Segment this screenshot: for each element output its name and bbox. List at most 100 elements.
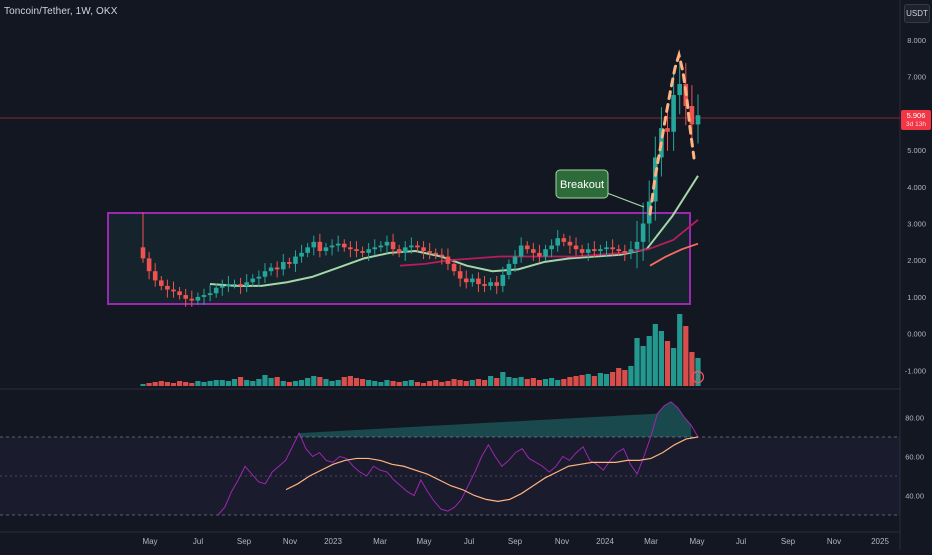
candle-body — [451, 263, 457, 272]
symbol-title[interactable]: Toncoin/Tether, 1W, OKX — [4, 6, 118, 17]
volume-bar — [494, 378, 500, 386]
volume-bar — [555, 380, 561, 386]
price-tick-label: 2.000 — [907, 256, 926, 265]
volume-bar — [439, 382, 445, 386]
events-icon — [691, 370, 705, 384]
candle-body — [506, 263, 512, 275]
volume-bar — [597, 373, 604, 386]
candle-body — [341, 243, 347, 248]
candle-body — [177, 291, 182, 296]
rsi-layer — [217, 401, 699, 516]
volume-layer — [140, 314, 701, 386]
candle-body — [219, 285, 225, 288]
volume-bar — [524, 379, 530, 386]
candle-body — [366, 249, 371, 253]
volume-bar — [176, 381, 183, 386]
candle-body — [470, 278, 475, 283]
candle-body — [195, 296, 201, 301]
volume-bar — [481, 380, 488, 386]
candle-body — [323, 247, 329, 252]
volume-bar — [195, 381, 201, 386]
candle-body — [244, 282, 249, 286]
candle-body — [585, 249, 591, 253]
volume-bar — [256, 379, 262, 386]
callout-pointer — [606, 192, 645, 208]
candle-body — [439, 254, 445, 257]
currency-button[interactable]: USDT — [904, 4, 930, 23]
candle-body — [653, 157, 658, 202]
candles-layer — [140, 63, 701, 307]
volume-bar — [457, 380, 463, 386]
events-icon-glyph: 2 — [696, 375, 700, 382]
candle-body — [531, 249, 536, 253]
time-tick-label: Sep — [781, 537, 796, 546]
time-tick-label: Jul — [736, 537, 746, 546]
volume-bar — [231, 379, 238, 386]
bar-countdown: 3d 13h — [906, 121, 926, 128]
volume-bar — [506, 377, 512, 386]
volume-bar — [536, 380, 543, 386]
candle-body — [287, 262, 292, 264]
candle-body — [402, 247, 408, 253]
last-price-tag: 5.906 3d 13h — [901, 110, 931, 130]
volume-bar — [567, 377, 573, 386]
time-tick-label: Nov — [283, 537, 297, 546]
last-price-value: 5.906 — [906, 111, 926, 120]
volume-bar — [189, 383, 195, 386]
volume-bar — [561, 379, 567, 386]
candle-body — [280, 262, 286, 270]
candle-body — [665, 128, 670, 132]
candle-body — [409, 245, 414, 248]
candle-body — [500, 274, 506, 286]
candle-body — [463, 278, 469, 283]
volume-bar — [366, 380, 372, 386]
candle-body — [549, 245, 554, 250]
volume-bar — [652, 324, 658, 386]
time-tick-label: May — [142, 537, 157, 546]
volume-bar — [378, 382, 384, 386]
candle-body — [293, 256, 298, 264]
candle-body — [268, 267, 274, 272]
rsi-axis: 80.00 60.00 40.00 — [905, 414, 924, 501]
candle-body — [232, 284, 237, 286]
volume-bar — [518, 377, 524, 386]
callout-text: Breakout — [560, 179, 604, 191]
price-tick-label: 5.000 — [907, 146, 926, 155]
candle-body — [524, 245, 530, 250]
candle-body — [610, 247, 615, 250]
candle-body — [189, 298, 195, 301]
moving-average-line — [649, 242, 699, 267]
time-tick-label: May — [416, 537, 431, 546]
volume-bar — [542, 379, 549, 386]
volume-bar — [359, 379, 366, 386]
volume-bar — [549, 378, 555, 386]
candle-body — [390, 241, 396, 250]
volume-bar — [671, 348, 677, 386]
volume-bar — [445, 381, 451, 386]
candle-body — [518, 245, 524, 257]
volume-bar — [384, 380, 390, 386]
breakout-callout[interactable]: Breakout — [555, 169, 645, 208]
volume-bar — [475, 379, 482, 386]
candle-body — [433, 252, 439, 255]
candle-body — [640, 223, 646, 242]
volume-bar — [573, 376, 579, 386]
candle-body — [146, 258, 152, 272]
candle-body — [311, 241, 317, 248]
candle-body — [628, 249, 634, 253]
time-tick-label: Nov — [827, 537, 841, 546]
candle-body — [207, 293, 213, 296]
candle-body — [579, 249, 585, 253]
candle-body — [213, 287, 219, 294]
volume-bar — [237, 377, 244, 386]
candle-body — [305, 247, 310, 253]
candle-body — [171, 289, 176, 292]
volume-bar — [640, 346, 646, 386]
volume-bar — [689, 352, 695, 386]
candle-body — [250, 278, 256, 283]
volume-bar — [488, 376, 494, 386]
volume-bar — [201, 382, 207, 386]
time-tick-label: Mar — [644, 537, 658, 546]
